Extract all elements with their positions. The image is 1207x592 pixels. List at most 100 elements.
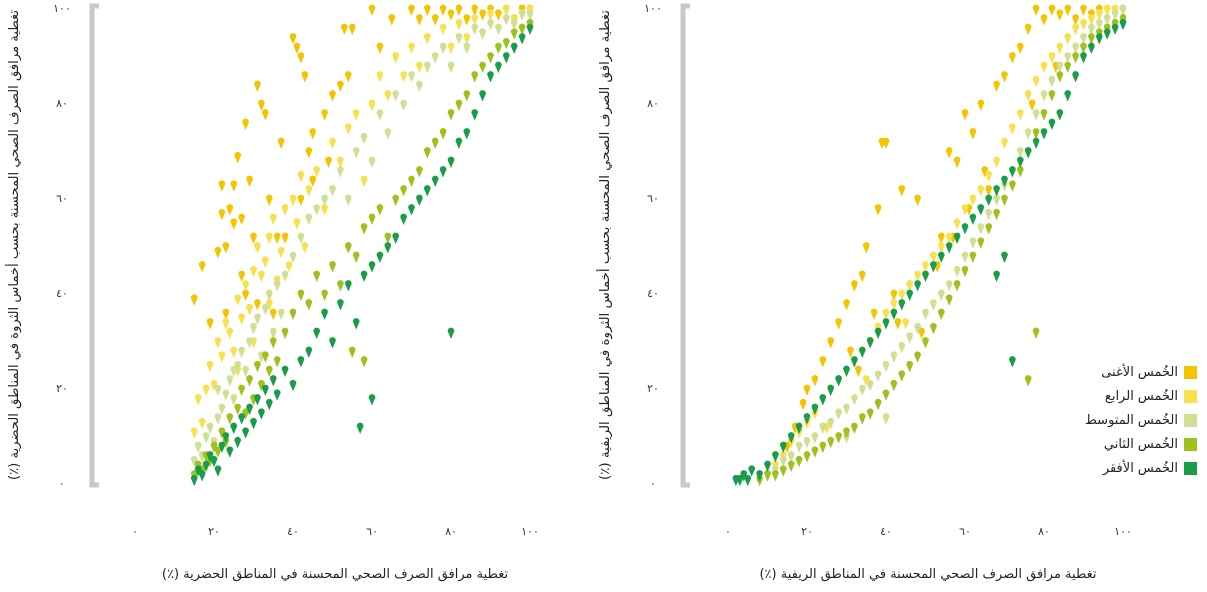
y-tick-label: ٤٠ [647,287,659,300]
data-point [922,337,929,349]
data-point [376,204,384,216]
data-point [1024,147,1032,159]
data-point [447,9,455,21]
data-point [230,346,238,358]
data-point [487,18,494,31]
data-point [756,470,763,482]
data-point [922,261,929,273]
data-point [230,394,238,406]
data-point [510,18,518,31]
data-point [819,356,827,368]
data-point [352,251,360,263]
data-point [206,451,214,463]
data-point [242,289,249,301]
y-tick-label: ٠ [650,477,656,490]
data-point [1103,4,1111,17]
data-point [230,180,238,192]
data-point [337,156,344,168]
data-point [281,204,289,216]
data-point [930,261,937,273]
data-point [1001,194,1008,206]
data-point [313,270,321,282]
x-tick-label: ٢٠ [208,525,220,538]
data-point [866,408,874,420]
data-point [416,166,423,178]
data-point [234,360,242,373]
data-point [360,175,368,187]
data-point [1072,23,1079,35]
data-point [439,128,447,140]
data-point [1072,71,1079,83]
data-point [1103,28,1111,40]
data-point [890,379,898,392]
data-point [1056,61,1064,73]
data-point [1028,99,1036,111]
data-point [309,175,317,187]
data-point [1088,23,1095,35]
data-point [779,455,787,468]
data-point [1032,4,1040,16]
data-point [242,280,249,292]
data-point [198,261,206,273]
data-point [277,308,285,320]
data-point [258,270,265,282]
data-point [1111,9,1119,21]
data-point [416,194,423,206]
data-point [854,365,862,377]
x-tick-label: ١٠٠ [1114,525,1132,538]
data-point [961,223,969,235]
data-point [787,432,795,444]
data-point [321,109,328,121]
data-point [408,175,415,187]
data-point [914,351,922,363]
data-point [447,42,455,54]
data-point [882,413,890,425]
data-point [882,308,890,320]
x-tick-label: ٢٠ [801,525,813,538]
data-point [1009,166,1016,178]
data-point [222,432,230,444]
data-point [210,441,218,453]
data-point [902,318,910,330]
data-point [1016,42,1024,54]
data-point [764,470,771,482]
data-point [937,232,945,244]
y-tick-label: ٤٠ [56,287,68,300]
data-point [376,71,384,83]
data-point [870,308,878,320]
data-point [471,109,479,121]
data-point [819,422,827,434]
data-point [305,147,313,159]
data-point [502,4,510,17]
data-point [265,194,273,206]
data-point [337,166,344,178]
data-point [230,365,238,377]
data-point [238,213,246,225]
data-point [376,251,384,263]
legend-swatch-middle [1184,413,1197,427]
urban-chart: ٠ ٢٠ ٤٠ ٦٠ ٨٠ ١٠٠ ٠ ٢٠ ٤٠ ٦٠ ٨٠ ١٠٠ تغطية مرافق الصر… [5,2,539,582]
data-point [218,180,226,192]
data-point [736,474,744,487]
y-tick-label: ٨٠ [647,97,659,110]
data-point [360,356,368,368]
data-point [285,261,293,273]
data-point [392,90,400,102]
y-axis-label: تغطية مرافق الصرف الصحي المحسنة بحسب أخم… [5,10,22,480]
data-point [930,251,937,263]
data-point [1016,109,1024,121]
data-point [1040,109,1048,121]
data-point [977,204,985,216]
data-point [246,337,253,349]
data-point [226,413,234,425]
y-tick-label: ٦٠ [56,192,68,205]
data-point [1024,375,1032,387]
data-point [254,313,261,325]
data-point [898,289,906,301]
y-axis-bracket [89,3,99,488]
data-point [1064,61,1072,73]
data-point [985,223,993,235]
data-point [843,299,850,311]
data-point [953,265,961,278]
data-point [305,346,313,358]
